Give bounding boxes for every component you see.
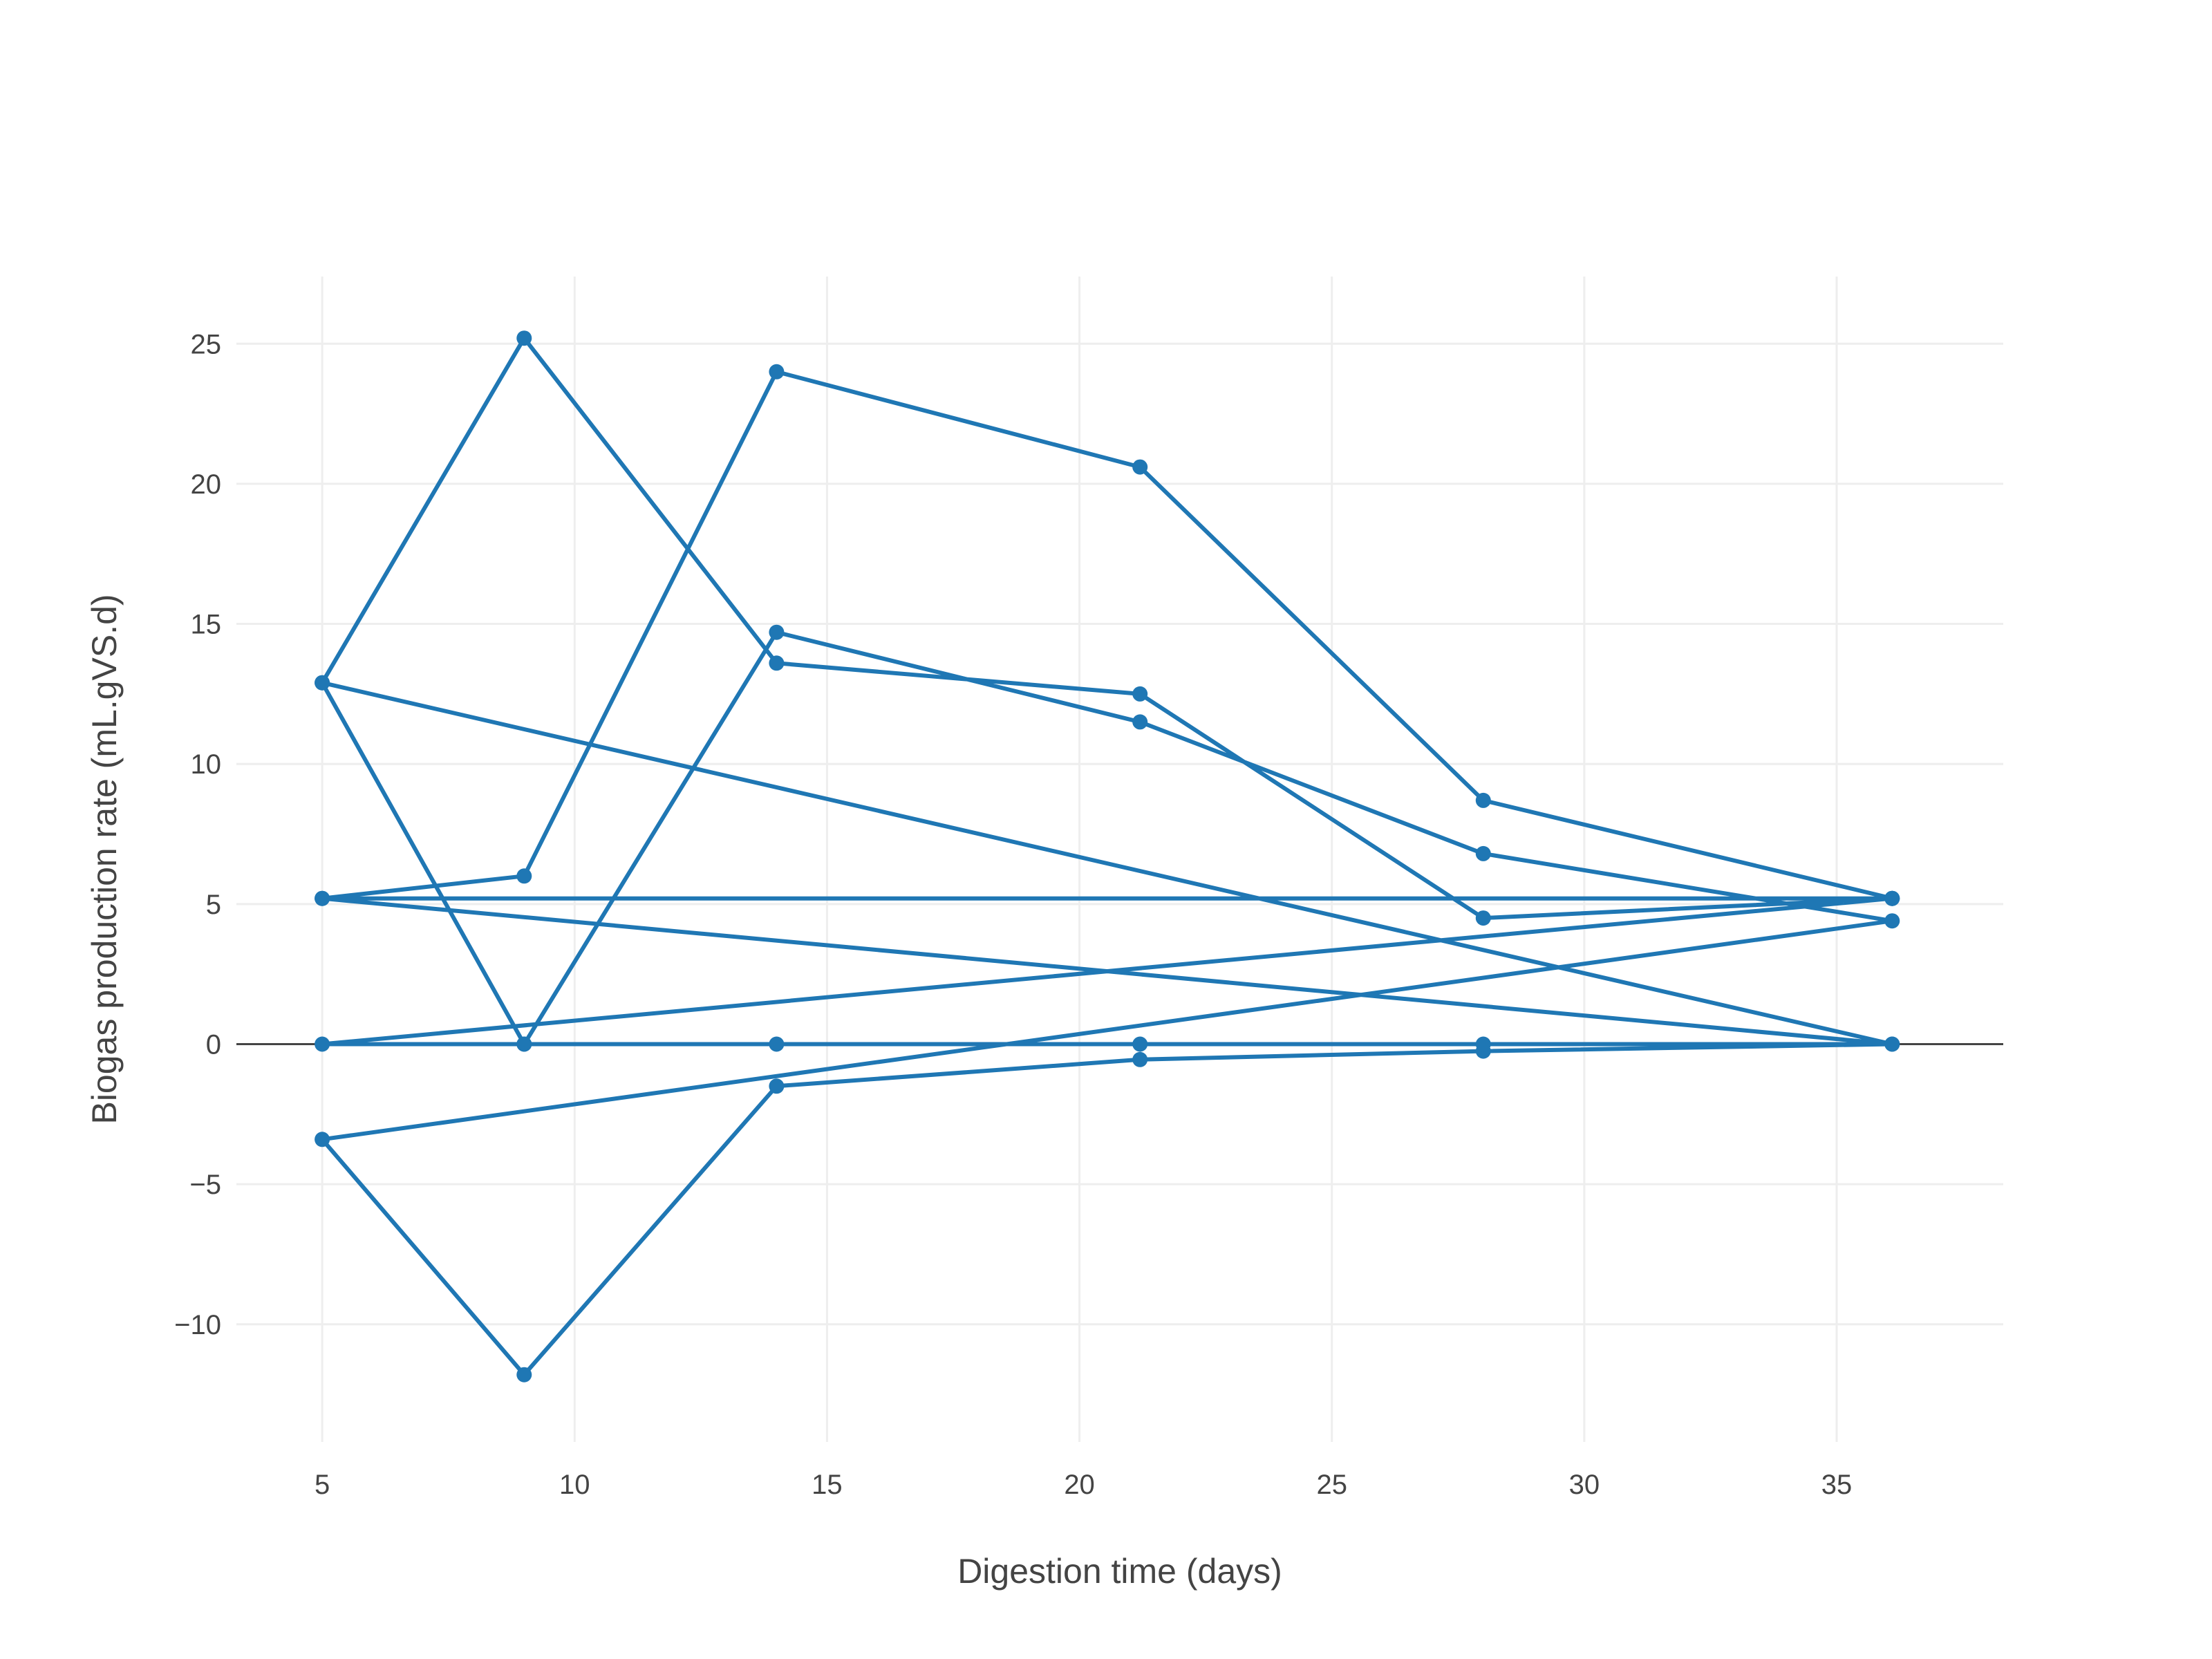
data-point <box>1132 714 1148 730</box>
data-point <box>516 1367 532 1382</box>
data-point <box>1884 1036 1900 1052</box>
data-point <box>1132 459 1148 475</box>
points-group <box>315 330 1900 1382</box>
series-group <box>320 336 1895 1377</box>
x-tick-label: 10 <box>559 1470 590 1500</box>
data-point <box>1475 792 1491 808</box>
data-point <box>516 330 532 346</box>
y-tick-label: 15 <box>191 610 222 640</box>
data-point <box>1132 1051 1148 1067</box>
x-tick-label: 30 <box>1569 1470 1600 1500</box>
x-tick-label: 5 <box>315 1470 330 1500</box>
x-axis-title: Digestion time (days) <box>957 1552 1282 1591</box>
y-tick-label: −5 <box>189 1170 221 1200</box>
data-point <box>315 675 330 691</box>
data-point <box>315 1036 330 1052</box>
x-tick-label: 15 <box>812 1470 843 1500</box>
data-point <box>1475 910 1491 926</box>
data-point <box>769 624 785 640</box>
data-point <box>769 655 785 671</box>
y-tick-labels: −10 −5 0 5 10 15 20 25 <box>174 329 221 1340</box>
data-point <box>315 890 330 906</box>
data-point <box>315 1132 330 1147</box>
data-point <box>769 1078 785 1094</box>
x-tick-label: 25 <box>1316 1470 1347 1500</box>
data-point <box>1132 686 1148 702</box>
data-point <box>516 1036 532 1052</box>
y-gridlines <box>236 342 2003 1326</box>
y-tick-label: 20 <box>191 469 222 500</box>
data-point <box>516 868 532 884</box>
y-tick-label: 5 <box>206 890 221 920</box>
y-tick-label: −10 <box>174 1310 221 1340</box>
y-axis-title: Biogas production rate (mL.gVS.d) <box>85 594 124 1124</box>
y-tick-label: 10 <box>191 749 222 780</box>
data-point <box>1884 890 1900 906</box>
y-tick-label: 25 <box>191 329 222 359</box>
data-point <box>1475 845 1491 861</box>
data-point <box>1884 913 1900 929</box>
data-point <box>1132 1036 1148 1052</box>
x-tick-label: 35 <box>1821 1470 1853 1500</box>
x-tick-labels: 5 10 15 20 25 30 35 <box>315 1470 1852 1500</box>
y-tick-label: 0 <box>206 1029 221 1060</box>
x-tick-label: 20 <box>1064 1470 1095 1500</box>
data-point <box>769 364 785 379</box>
x-gridlines <box>321 276 1838 1442</box>
data-point <box>1475 1036 1491 1052</box>
series-line <box>320 336 1895 1377</box>
data-point <box>769 1036 785 1052</box>
